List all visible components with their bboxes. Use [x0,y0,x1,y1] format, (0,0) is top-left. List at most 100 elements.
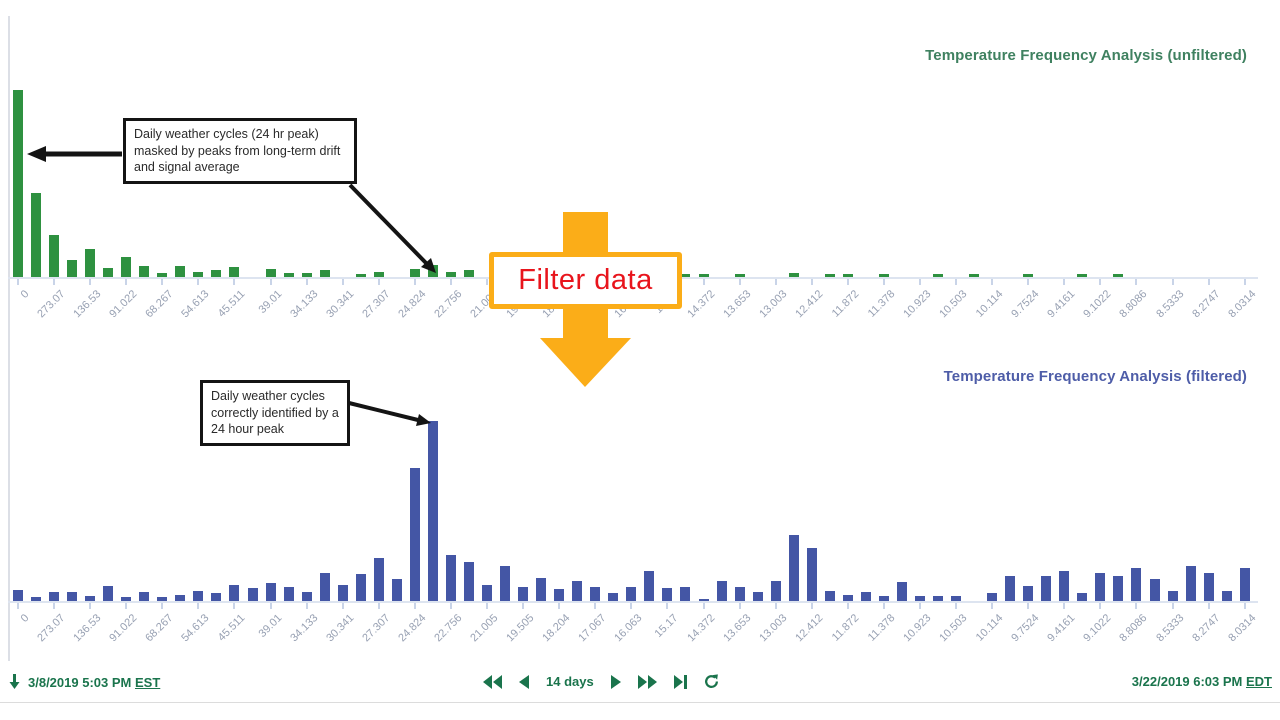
filtered-x-tick-label: 21.005 [468,612,501,645]
step-forward-button[interactable] [610,674,621,689]
filtered-bar [1041,576,1052,601]
unfiltered-bar [788,273,799,277]
unfiltered-x-tick [341,279,344,285]
filtered-x-tick-label: 9.1022 [1081,612,1114,645]
unfiltered-x-tick [305,279,308,285]
filtered-x-tick-label: 10.923 [901,612,934,645]
filtered-bar [67,592,78,601]
filtered-x-tick-label: 22.756 [432,612,465,645]
unfiltered-bar [842,274,853,277]
filtered-x-tick [1243,603,1246,609]
unfiltered-bar [1077,274,1088,277]
filtered-bar [1023,586,1034,601]
unfiltered-x-tick-label: 14.372 [684,288,718,321]
unfiltered-x-tick-label: 0 [18,288,32,301]
filtered-x-tick-label: 10.503 [937,612,970,645]
filtered-bar [301,592,312,601]
skip-back-button[interactable] [483,674,502,689]
filtered-x-tick-label: 19.505 [504,612,537,645]
refresh-button[interactable] [704,674,719,689]
unfiltered-x-tick [1243,279,1246,285]
filtered-bar [1149,579,1160,601]
filtered-x-tick [738,603,741,609]
filtered-bar [662,588,673,601]
filtered-bar [157,597,168,601]
filtered-bar [1059,571,1070,601]
unfiltered-bar [1023,274,1034,277]
unfiltered-bar [49,235,60,277]
filtered-bar [626,587,637,601]
filtered-x-tick-label: 17.067 [576,612,609,645]
range-label[interactable]: 14 days [546,674,594,689]
unfiltered-bar [157,273,168,277]
unfiltered-bar [1113,274,1124,277]
filtered-x-tick [233,603,236,609]
filtered-bar [391,579,402,601]
unfiltered-x-tick [1135,279,1138,285]
filtered-bar [500,566,511,601]
filtered-bar [103,586,114,601]
unfiltered-bar [969,274,980,277]
filtered-x-tick [810,603,813,609]
filtered-x-tick [377,603,380,609]
filtered-bar [139,592,150,601]
unfiltered-bar [229,267,240,277]
end-datetime[interactable]: 3/22/2019 6:03 PM EDT [1132,674,1272,689]
filtered-bar [175,595,186,601]
unfiltered-x-tick [955,279,958,285]
unfiltered-x-tick [486,279,489,285]
unfiltered-x-tick [1027,279,1030,285]
unfiltered-bar [319,270,330,277]
filter-data-label: Filter data [518,264,653,296]
unfiltered-x-tick-label: 8.8086 [1117,288,1150,321]
filtered-x-tick-label: 34.133 [287,612,321,645]
filtered-x-tick-label: 273.07 [35,612,68,645]
unfiltered-x-tick-label: 91.022 [107,288,140,321]
end-date-text[interactable]: 3/22/2019 6:03 PM [1131,674,1243,689]
unfiltered-x-tick-label: 34.133 [287,288,321,321]
filtered-bar [644,571,655,601]
filtered-bar [337,585,348,601]
filtered-bar [211,593,222,601]
unfiltered-x-tick-label: 9.4161 [1045,288,1078,321]
start-datetime[interactable]: 3/8/2019 5:03 PM EST [8,674,160,690]
unfiltered-x-tick [991,279,994,285]
filtered-bar [1005,576,1016,601]
end-timezone-link[interactable]: EDT [1246,674,1272,689]
unfiltered-x-tick [377,279,380,285]
filter-data-label-box: Filter data [489,252,682,309]
filtered-x-tick [522,603,525,609]
filtered-x-tick [341,603,344,609]
unfiltered-bar [175,266,186,277]
unfiltered-bar [265,269,276,277]
step-back-button[interactable] [519,674,529,689]
filtered-x-tick [702,603,705,609]
unfiltered-x-tick-label: 22.756 [432,288,465,321]
filtered-x-tick [1063,603,1066,609]
filtered-x-tick-label: 27.307 [359,612,393,645]
filtered-bar [824,591,835,601]
filtered-x-tick [413,603,416,609]
unfiltered-x-tick-label: 8.5333 [1153,288,1187,321]
start-timezone-link[interactable]: EST [134,674,161,690]
unfiltered-x-tick-label: 9.7524 [1009,288,1042,321]
start-date-text[interactable]: 3/8/2019 5:03 PM [28,674,132,690]
filtered-bar [878,596,889,601]
filtered-x-tick [955,603,958,609]
unfiltered-x-tick-label: 11.872 [829,288,862,320]
skip-forward-button[interactable] [637,674,657,689]
unfiltered-x-tick [161,279,164,285]
unfiltered-x-tick [882,279,885,285]
filtered-bar [1113,576,1124,601]
filtered-x-tick [919,603,921,609]
chart-left-axis-line [8,16,10,661]
filtered-bar [572,581,583,601]
filtered-x-tick [882,603,885,609]
double-right-arrow-icon [637,674,657,689]
filtered-x-tick-label: 0 [18,612,32,625]
unfiltered-x-tick-label: 136.53 [71,288,104,321]
filtered-x-tick [161,603,164,609]
skip-to-end-button[interactable] [673,674,687,689]
filtered-bar [806,548,817,601]
filtered-bar [1167,591,1178,601]
